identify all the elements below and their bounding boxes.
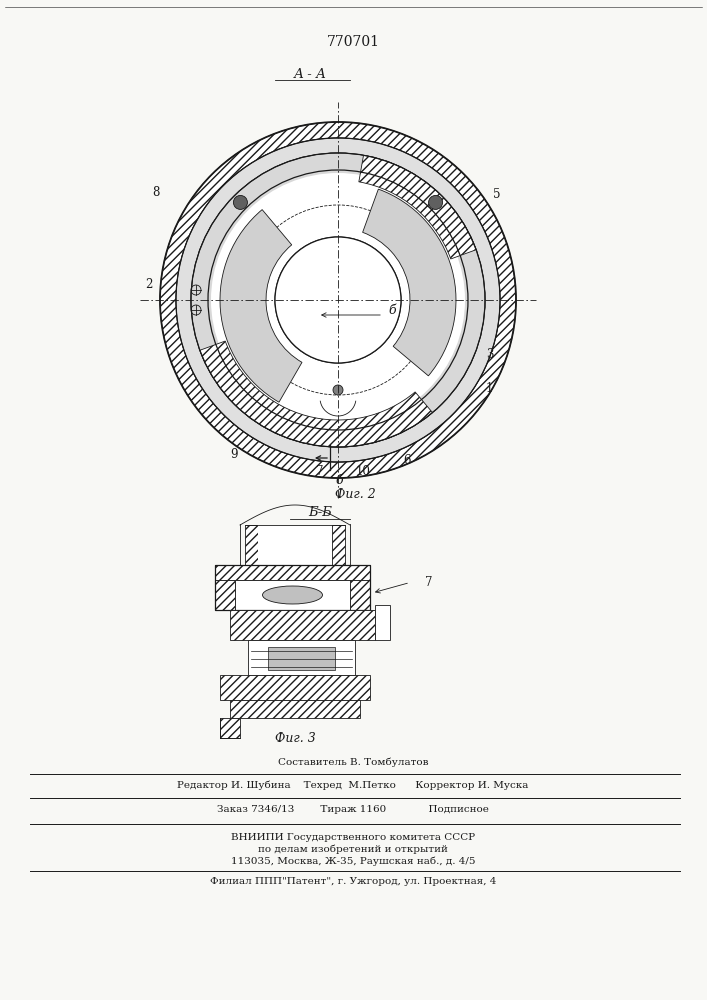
Bar — [230, 700, 360, 718]
Text: 5: 5 — [493, 188, 501, 202]
Wedge shape — [359, 155, 476, 259]
Text: 8: 8 — [153, 186, 160, 198]
Text: 3: 3 — [486, 349, 493, 361]
Wedge shape — [191, 153, 485, 447]
Text: по делам изобретений и открытий: по делам изобретений и открытий — [258, 844, 448, 854]
Text: Филиал ППП"Патент", г. Ужгород, ул. Проектная, 4: Филиал ППП"Патент", г. Ужгород, ул. Прое… — [210, 878, 496, 886]
Text: Фиг. 2: Фиг. 2 — [335, 488, 375, 501]
Bar — [235, 580, 350, 610]
Circle shape — [428, 195, 443, 209]
Wedge shape — [160, 122, 516, 478]
Text: Б-Б: Б-Б — [308, 506, 332, 520]
Wedge shape — [220, 210, 302, 402]
Bar — [332, 525, 345, 565]
Circle shape — [333, 385, 343, 395]
Text: 7: 7 — [425, 576, 433, 589]
Bar — [248, 640, 355, 675]
Text: 10: 10 — [356, 465, 371, 478]
Circle shape — [275, 237, 401, 363]
Circle shape — [233, 195, 247, 209]
Text: Фиг. 3: Фиг. 3 — [274, 732, 315, 744]
Text: ВНИИПИ Государственного комитета СССР: ВНИИПИ Государственного комитета СССР — [231, 832, 475, 842]
Bar — [215, 565, 370, 610]
Text: 7: 7 — [316, 465, 324, 478]
Bar — [258, 525, 332, 565]
Text: 6: 6 — [403, 454, 411, 466]
Bar — [220, 675, 370, 700]
Bar — [245, 525, 258, 565]
Circle shape — [275, 237, 401, 363]
Circle shape — [211, 173, 465, 427]
Wedge shape — [176, 138, 500, 462]
Bar — [220, 718, 240, 738]
Bar — [230, 610, 375, 640]
Text: 9: 9 — [230, 448, 238, 462]
Bar — [350, 580, 370, 610]
Text: б: б — [388, 304, 396, 316]
Ellipse shape — [262, 586, 322, 604]
Text: Составитель В. Томбулатов: Составитель В. Томбулатов — [278, 757, 428, 767]
Bar — [268, 647, 335, 670]
Wedge shape — [363, 189, 456, 376]
Text: 1: 1 — [486, 381, 493, 394]
Text: 2: 2 — [146, 278, 153, 292]
Wedge shape — [160, 122, 516, 478]
Text: А - А: А - А — [293, 68, 327, 81]
Wedge shape — [200, 341, 433, 447]
Text: Заказ 7346/13        Тираж 1160             Подписное: Заказ 7346/13 Тираж 1160 Подписное — [217, 806, 489, 814]
Bar — [215, 580, 235, 610]
Bar — [215, 565, 370, 580]
Text: Редактор И. Шубина    Техред  М.Петко      Корректор И. Муска: Редактор И. Шубина Техред М.Петко Коррек… — [177, 780, 529, 790]
Text: 113035, Москва, Ж-35, Раушская наб., д. 4/5: 113035, Москва, Ж-35, Раушская наб., д. … — [230, 856, 475, 866]
Circle shape — [155, 117, 521, 483]
Bar — [375, 605, 390, 640]
Circle shape — [191, 153, 485, 447]
Text: 770701: 770701 — [327, 35, 380, 49]
Text: б: б — [335, 474, 343, 487]
